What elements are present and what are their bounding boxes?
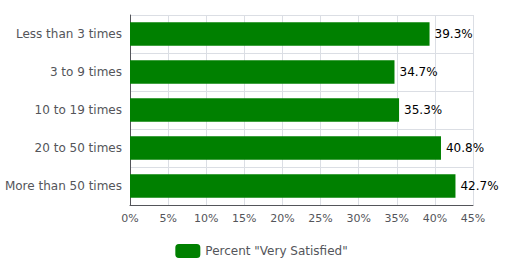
svg-text:45%: 45%: [461, 212, 485, 225]
svg-text:Percent "Very Satisfied": Percent "Very Satisfied": [205, 244, 347, 258]
svg-text:0%: 0%: [121, 212, 138, 225]
svg-text:Less than 3 times: Less than 3 times: [16, 27, 122, 41]
svg-text:25%: 25%: [308, 212, 332, 225]
svg-text:30%: 30%: [346, 212, 370, 225]
svg-text:10%: 10%: [194, 212, 218, 225]
svg-text:10 to 19 times: 10 to 19 times: [35, 103, 122, 117]
svg-text:40.8%: 40.8%: [446, 141, 484, 155]
svg-text:39.3%: 39.3%: [435, 27, 473, 41]
svg-text:15%: 15%: [232, 212, 256, 225]
svg-text:35.3%: 35.3%: [404, 103, 442, 117]
svg-text:40%: 40%: [423, 212, 447, 225]
svg-text:5%: 5%: [159, 212, 176, 225]
svg-text:34.7%: 34.7%: [399, 65, 437, 79]
svg-text:20%: 20%: [270, 212, 294, 225]
svg-text:3 to 9 times: 3 to 9 times: [50, 65, 122, 79]
svg-text:More than 50 times: More than 50 times: [5, 179, 122, 193]
svg-text:20 to 50 times: 20 to 50 times: [35, 141, 122, 155]
svg-text:42.7%: 42.7%: [460, 179, 498, 193]
svg-text:35%: 35%: [385, 212, 409, 225]
